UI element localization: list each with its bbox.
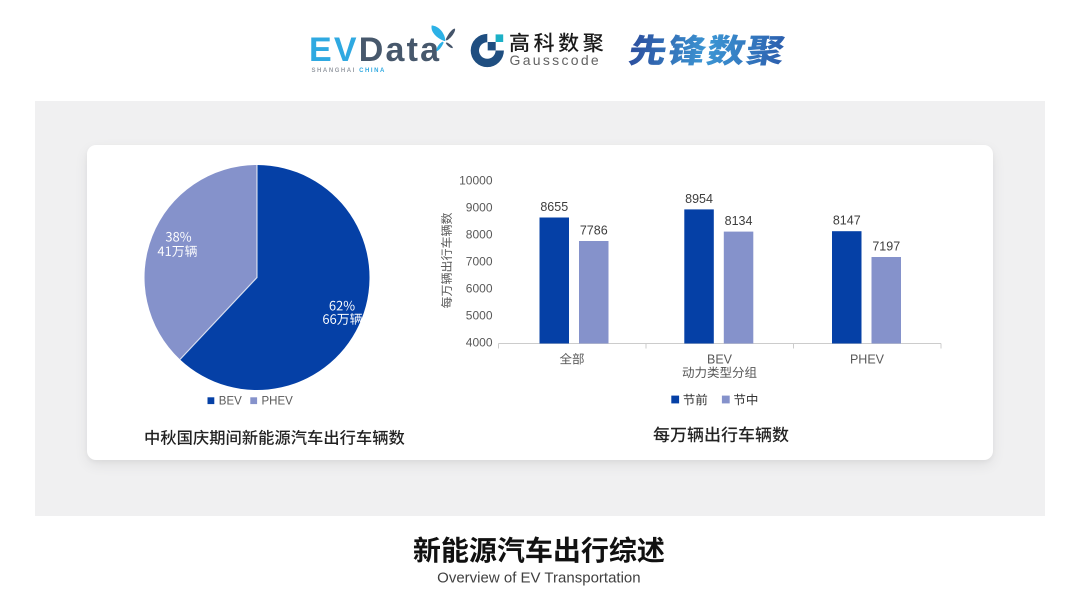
svg-text:PHEV: PHEV [262,395,294,407]
svg-text:8134: 8134 [725,214,753,228]
svg-text:7000: 7000 [466,255,493,269]
svg-text:BEV: BEV [707,352,733,366]
svg-text:7786: 7786 [580,224,608,238]
svg-text:9000: 9000 [466,200,493,214]
svg-text:8655: 8655 [540,200,568,214]
svg-text:BEV: BEV [219,395,242,407]
svg-text:8147: 8147 [833,214,861,228]
svg-text:8000: 8000 [466,227,493,241]
svg-text:Overview of EV Transportation: Overview of EV Transportation [437,570,640,587]
svg-text:10000: 10000 [459,173,493,187]
svg-text:PHEV: PHEV [850,352,885,366]
svg-text:7197: 7197 [872,240,900,254]
svg-text:5000: 5000 [466,309,493,323]
svg-text:8954: 8954 [685,192,713,206]
svg-text:4000: 4000 [466,336,493,350]
svg-text:6000: 6000 [466,282,493,296]
